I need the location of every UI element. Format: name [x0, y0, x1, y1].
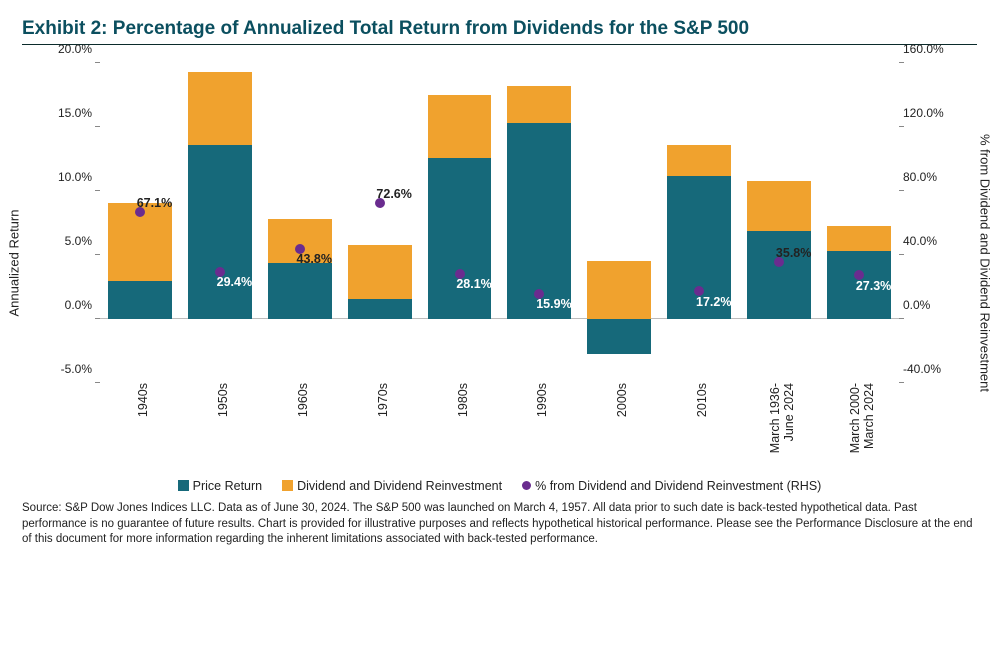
chart-title: Exhibit 2: Percentage of Annualized Tota…: [22, 18, 977, 40]
left-tick-label: -5.0%: [42, 362, 92, 376]
bar-dividend: [348, 245, 412, 299]
bar-column: 17.2%2010s: [659, 63, 739, 383]
legend-label: Price Return: [193, 479, 262, 493]
pct-marker-label: 67.1%: [137, 196, 172, 210]
legend-item: Price Return: [178, 479, 262, 493]
legend-item: % from Dividend and Dividend Reinvestmen…: [522, 479, 821, 493]
left-tick-label: 5.0%: [42, 234, 92, 248]
right-tick-mark: [899, 318, 904, 319]
pct-marker-label: 15.9%: [536, 297, 571, 311]
bar-column: 35.8%March 1936- June 2024: [739, 63, 819, 383]
bar-price-return: [188, 145, 252, 319]
pct-marker-label: 35.8%: [776, 246, 811, 260]
bar-price-return: [428, 158, 492, 319]
category-label: March 1936- June 2024: [762, 383, 796, 453]
legend-label: Dividend and Dividend Reinvestment: [297, 479, 502, 493]
legend-swatch: [178, 480, 189, 491]
category-label: March 2000- March 2024: [842, 383, 876, 453]
bar-dividend: [587, 261, 651, 319]
pct-marker-label: 17.2%: [696, 295, 731, 309]
bar-column: 28.1%1980s: [420, 63, 500, 383]
bar-column: 43.8%1960s: [260, 63, 340, 383]
category-label: 1980s: [450, 383, 470, 417]
pct-marker-label: 43.8%: [297, 252, 332, 266]
plot-area: -5.0%0.0%5.0%10.0%15.0%20.0%-40.0%0.0%40…: [100, 63, 899, 383]
bar-column: 2000s: [579, 63, 659, 383]
right-tick-label: 120.0%: [903, 106, 957, 120]
right-tick-mark: [899, 382, 904, 383]
category-label: 1970s: [370, 383, 390, 417]
bar-dividend: [188, 72, 252, 145]
left-tick-label: 0.0%: [42, 298, 92, 312]
right-tick-mark: [899, 190, 904, 191]
right-tick-label: 40.0%: [903, 234, 957, 248]
left-tick-label: 10.0%: [42, 170, 92, 184]
bar-column: 67.1%1940s: [100, 63, 180, 383]
category-label: 1940s: [130, 383, 150, 417]
right-tick-label: -40.0%: [903, 362, 957, 376]
category-label: 2010s: [689, 383, 709, 417]
bar-price-return: [108, 281, 172, 319]
bar-dividend: [747, 181, 811, 231]
left-tick-label: 20.0%: [42, 42, 92, 56]
right-tick-label: 0.0%: [903, 298, 957, 312]
right-tick-mark: [899, 126, 904, 127]
bar-dividend: [507, 86, 571, 123]
legend-swatch: [522, 481, 531, 490]
bar-column: 72.6%1970s: [340, 63, 420, 383]
left-axis-label: Annualized Return: [7, 210, 22, 317]
title-divider: [22, 44, 977, 45]
pct-marker-label: 28.1%: [456, 277, 491, 291]
bar-column: 27.3%March 2000- March 2024: [819, 63, 899, 383]
bar-column: 29.4%1950s: [180, 63, 260, 383]
left-tick-label: 15.0%: [42, 106, 92, 120]
bar-price-return: [587, 319, 651, 354]
category-label: 1950s: [210, 383, 230, 417]
legend-swatch: [282, 480, 293, 491]
legend: Price Return Dividend and Dividend Reinve…: [22, 479, 977, 493]
bar-price-return: [747, 231, 811, 319]
source-note: Source: S&P Dow Jones Indices LLC. Data …: [22, 501, 977, 548]
category-label: 2000s: [609, 383, 629, 417]
legend-item: Dividend and Dividend Reinvestment: [282, 479, 502, 493]
pct-marker-label: 27.3%: [856, 279, 891, 293]
right-tick-label: 160.0%: [903, 42, 957, 56]
bar-price-return: [348, 299, 412, 319]
bar-column: 15.9%1990s: [500, 63, 580, 383]
bar-price-return: [268, 263, 332, 319]
chart-container: Annualized Return % from Dividend and Di…: [22, 53, 977, 473]
category-label: 1990s: [529, 383, 549, 417]
bar-dividend: [827, 226, 891, 252]
bar-dividend: [667, 145, 731, 176]
bar-dividend: [428, 95, 492, 158]
category-label: 1960s: [290, 383, 310, 417]
right-axis-label: % from Dividend and Dividend Reinvestmen…: [978, 134, 993, 392]
right-tick-mark: [899, 254, 904, 255]
pct-marker-label: 72.6%: [376, 187, 411, 201]
pct-marker-label: 29.4%: [217, 275, 252, 289]
legend-label: % from Dividend and Dividend Reinvestmen…: [535, 479, 821, 493]
right-tick-mark: [899, 62, 904, 63]
right-tick-label: 80.0%: [903, 170, 957, 184]
